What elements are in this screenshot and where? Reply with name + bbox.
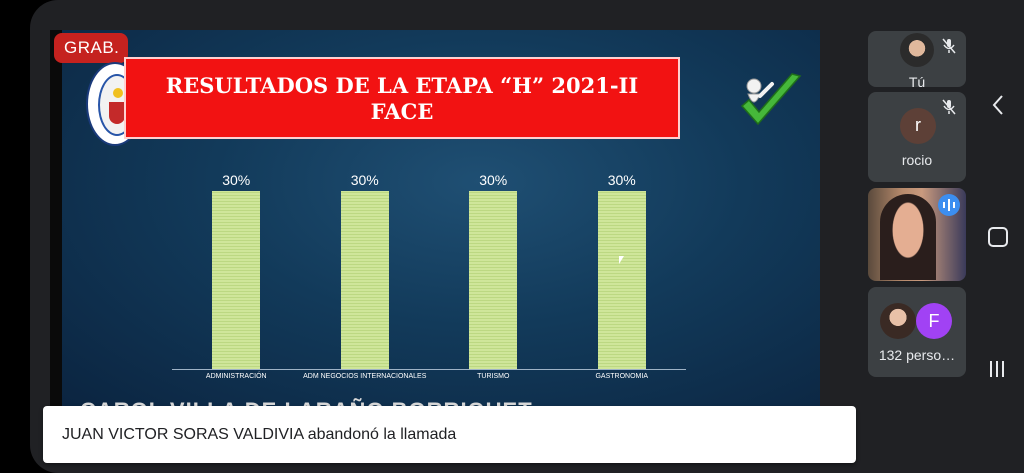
avatar [880, 303, 916, 339]
mouse-cursor-icon [619, 256, 624, 264]
participant-tile-others[interactable]: F 132 perso… [868, 287, 966, 377]
participants-count: 132 perso… [878, 347, 956, 363]
recents-icon[interactable] [988, 360, 1006, 378]
bar-data-label: 30% [607, 171, 636, 188]
participant-name: Tú [908, 74, 926, 87]
toast-message: JUAN VICTOR SORAS VALDIVIA abandonó la l… [62, 426, 457, 443]
chart-bar [469, 190, 518, 369]
bar-data-label: 30% [479, 171, 508, 188]
checkmark-figure-icon [740, 73, 802, 126]
chart-bar [340, 190, 389, 369]
mic-off-icon [942, 99, 956, 115]
category-label: GASTRONOMIA [595, 373, 648, 380]
category-label: TURISMO [477, 373, 510, 380]
bar-data-label: 30% [350, 171, 379, 188]
screen-edge [50, 30, 64, 410]
avatar: r [900, 108, 936, 144]
slide-subtitle: FACE [370, 99, 434, 124]
speaker-video [880, 194, 936, 280]
speaking-indicator-icon [938, 194, 960, 216]
chart-bar [212, 190, 261, 369]
participant-tile-rocio[interactable]: r rocio [868, 92, 966, 182]
home-icon[interactable] [988, 227, 1008, 247]
mic-off-icon [942, 38, 956, 54]
category-label: ADM NEGOCIOS INTERNACIONALES [303, 373, 427, 380]
notification-toast: JUAN VICTOR SORAS VALDIVIA abandonó la l… [43, 406, 856, 463]
slide-title: RESULTADOS DE LA ETAPA “H” 2021-II [165, 73, 639, 98]
avatar [900, 33, 934, 67]
recording-badge: GRAB. [54, 33, 129, 63]
slide-title-banner: RESULTADOS DE LA ETAPA “H” 2021-II FACE [124, 57, 680, 139]
participant-name: rocio [901, 152, 933, 168]
avatar: F [916, 303, 952, 339]
x-axis-line [172, 369, 686, 370]
participant-tile-self[interactable]: Tú [868, 31, 966, 87]
bar-data-label: 30% [222, 171, 251, 188]
category-label: ADMINISTRACIÓN [205, 373, 267, 380]
back-icon[interactable] [990, 94, 1006, 116]
participant-tile-speaker[interactable] [868, 188, 966, 281]
chart-bar [597, 190, 646, 369]
